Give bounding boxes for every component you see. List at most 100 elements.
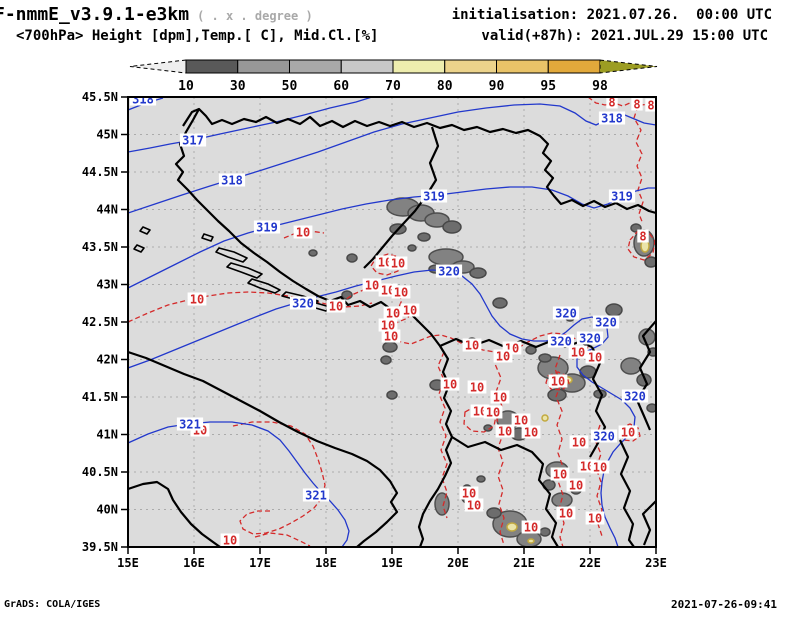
contour-label: 318 xyxy=(221,174,243,188)
contour-label: 10 xyxy=(223,534,237,548)
lon-tick-label: 18E xyxy=(315,556,337,570)
contour-label-box xyxy=(569,435,589,449)
lat-tick-label: 45.5N xyxy=(82,90,118,104)
contour-label-box xyxy=(566,478,586,492)
contour-label-box xyxy=(464,498,484,512)
contour-label-box xyxy=(289,296,317,310)
coastline-border xyxy=(133,244,145,253)
contour-label: 10 xyxy=(190,293,204,307)
lat-tick-label: 43N xyxy=(96,278,118,292)
cloud-blob xyxy=(417,232,431,242)
contour-label-box xyxy=(521,520,541,534)
lat-tick-label: 45N xyxy=(96,128,118,142)
contour-label-box xyxy=(493,349,513,363)
contour-label: 10 xyxy=(498,425,512,439)
colorbar-segment xyxy=(547,59,601,74)
coastline-border xyxy=(215,247,248,263)
lat-tick-label: 40.5N xyxy=(82,465,118,479)
contour-label: 10 xyxy=(443,378,457,392)
contour-label-box xyxy=(606,97,618,109)
model-title: F-nmmE_v3.9.1-e3km xyxy=(0,4,190,25)
colorbar-tick-label: 98 xyxy=(592,79,608,94)
coastline-border xyxy=(247,278,281,294)
contour-label-box xyxy=(459,486,479,500)
lon-tick-label: 16E xyxy=(183,556,205,570)
colorbar-segment xyxy=(392,59,446,74)
contour-label: 10 xyxy=(462,487,476,501)
contour-label-box xyxy=(218,173,246,187)
contour-label: 320 xyxy=(579,332,601,346)
lat-tick-label: 44.5N xyxy=(82,165,118,179)
contour-label-box xyxy=(483,405,503,419)
valid-time-label: valid(+87h): 2021.JUL.29 15:00 UTC xyxy=(481,28,768,44)
lon-tick-label: 21E xyxy=(513,556,535,570)
init-time-label: initialisation: 2021.07.26. 00:00 UTC xyxy=(451,7,772,23)
colorbar-tick-label: 60 xyxy=(333,79,349,94)
lon-tick-label: 22E xyxy=(579,556,601,570)
temp-contour-line xyxy=(627,230,656,261)
coastline-border xyxy=(635,320,656,431)
contour-label: 318 xyxy=(132,93,154,107)
contour-label-box xyxy=(293,225,313,239)
colorbar-segment xyxy=(185,59,239,74)
cloud-blob xyxy=(644,256,656,268)
contour-label: 10 xyxy=(569,479,583,493)
contour-label-box xyxy=(440,377,460,391)
title-line: F-nmmE_v3.9.1-e3km ( . x . degree ) xyxy=(0,4,313,25)
axes: 45.5N 45N 44.5N 44N 43.5N 43N 42.5N 42N 41.5N 41N… xyxy=(82,90,667,570)
coastline-border xyxy=(619,439,635,547)
contour-label: 321 xyxy=(305,489,327,503)
colorbar-segment xyxy=(237,59,290,74)
cloud-blob xyxy=(492,297,508,309)
cloud-blob xyxy=(308,249,318,257)
cloud-blob xyxy=(506,522,518,532)
coastline-border xyxy=(174,108,454,547)
contour-label-box xyxy=(590,429,618,443)
cloud-blob xyxy=(469,267,487,279)
contour-label: 8 xyxy=(639,230,646,244)
cloud-blob xyxy=(407,244,417,252)
contour-label-box xyxy=(467,380,487,394)
coastline-border xyxy=(641,500,656,546)
colorbar: 10 30 50 60 70 80 90 95 98 xyxy=(129,59,658,94)
contour-label: 321 xyxy=(179,418,201,432)
contour-label: 320 xyxy=(595,316,617,330)
cloud-blob xyxy=(382,341,398,353)
contour-label: 10 xyxy=(329,300,343,314)
contour-label: 8 xyxy=(633,98,640,112)
temp-contour-line xyxy=(554,354,565,547)
grid-resolution-note: ( . x . degree ) xyxy=(197,9,313,23)
contour-label: 10 xyxy=(365,279,379,293)
contour-label: 10 xyxy=(486,406,500,420)
lat-tick-label: 42.5N xyxy=(82,315,118,329)
colorbar-tick-label: 10 xyxy=(178,79,194,94)
contour-label: 319 xyxy=(423,190,445,204)
height-contour-line xyxy=(128,97,373,153)
contour-label-box xyxy=(179,133,207,147)
contour-label: 318 xyxy=(601,112,623,126)
contour-label-box xyxy=(621,389,649,403)
contour-label: 10 xyxy=(391,257,405,271)
grads-credit: GrADS: COLA/IGES xyxy=(4,599,101,610)
contour-label-box xyxy=(631,97,643,111)
colorbar-segment xyxy=(444,59,497,74)
lat-tick-label: 41N xyxy=(96,428,118,442)
map-outlines xyxy=(128,107,656,547)
contour-label-box xyxy=(645,98,656,112)
colorbar-tick-label: 70 xyxy=(385,79,401,94)
contour-label-box xyxy=(176,417,204,431)
coastline-border xyxy=(128,350,399,547)
cloud-blob xyxy=(442,220,462,234)
contour-label-box xyxy=(187,292,207,306)
lon-tick-label: 23E xyxy=(645,556,667,570)
contour-label: 10 xyxy=(593,461,607,475)
cloud-blob xyxy=(483,424,493,432)
contour-label: 10 xyxy=(524,521,538,535)
cloud-blob xyxy=(424,212,450,228)
contour-label: 10 xyxy=(465,339,479,353)
contour-label-box xyxy=(253,220,281,234)
contour-label: 10 xyxy=(467,499,481,513)
colorbar-tick-label: 30 xyxy=(230,79,246,94)
contour-label-box xyxy=(548,374,568,388)
cloud-blob xyxy=(541,414,549,422)
